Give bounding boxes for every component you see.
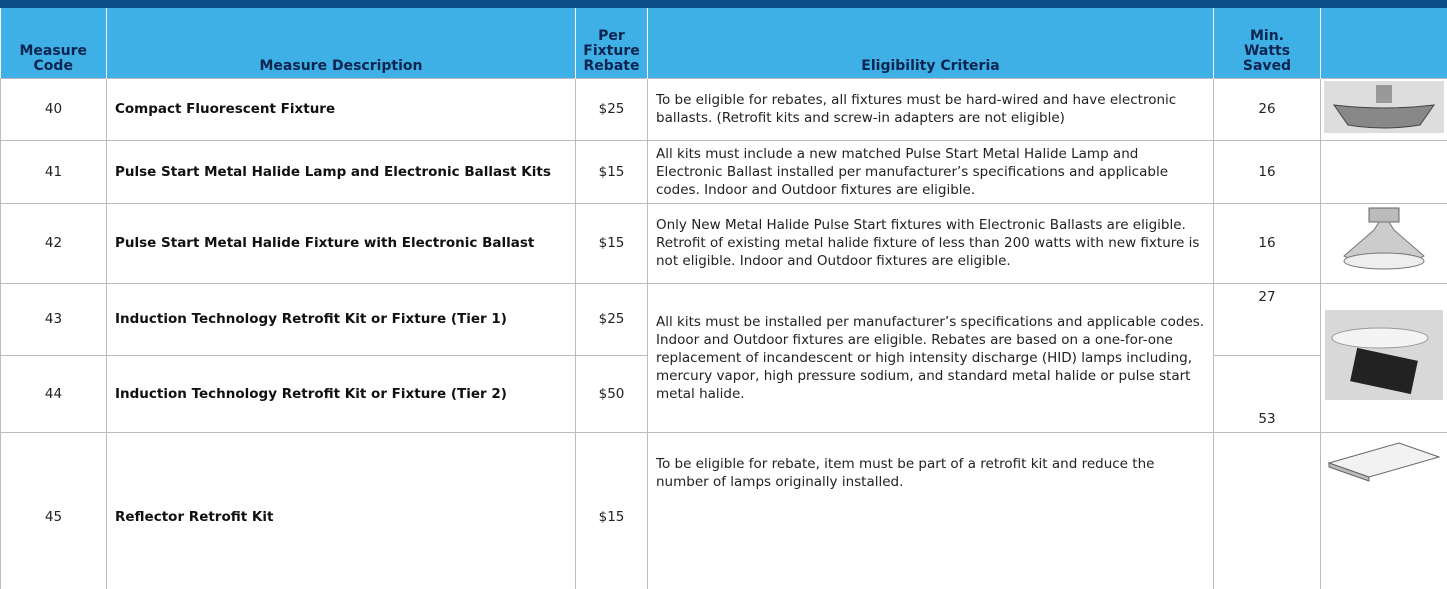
header-cell: Per Fixture Rebate (575, 8, 648, 78)
image-cell (1320, 77, 1447, 141)
min-watts-saved: 53 (1213, 354, 1321, 433)
rebate: $50 (575, 354, 648, 433)
min-watts-saved (1213, 431, 1321, 589)
rebate: $25 (575, 77, 648, 141)
table-row: 44 Induction Technology Retrofit Kit or F… (0, 354, 1447, 433)
measure-code: 44 (0, 354, 107, 433)
rebate: $15 (575, 139, 648, 204)
eligibility-criteria: To be eligible for rebate, item must be … (647, 431, 1214, 589)
table-row: 43 Induction Technology Retrofit Kit or F… (0, 282, 1447, 433)
rebate: $15 (575, 431, 648, 589)
table-row: 42 Pulse Start Metal Halide Fixture with … (0, 202, 1447, 284)
measure-description: Compact Fluorescent Fixture (106, 77, 576, 141)
measure-description: Induction Technology Retrofit Kit or Fix… (106, 354, 576, 433)
fixture-icon (1327, 441, 1441, 482)
header-cell: Measure Description (106, 8, 576, 78)
rebate: $15 (575, 202, 648, 284)
measure-code: 45 (0, 431, 107, 589)
header-cell: Measure Code (0, 8, 107, 78)
header-cell: Eligibility Criteria (647, 8, 1214, 78)
measure-code: 41 (0, 139, 107, 204)
min-watts-saved: 16 (1213, 139, 1321, 204)
measure-description: Pulse Start Metal Halide Lamp and Electr… (106, 139, 576, 204)
fixture-icon (1324, 80, 1444, 133)
rebate-table: Measure Code Measure Description Per Fix… (0, 8, 1447, 589)
min-watts-saved: 27 (1213, 282, 1321, 356)
header-text: Per Fixture Rebate (583, 27, 640, 74)
measure-code: 42 (0, 202, 107, 284)
min-watts-saved: 16 (1213, 202, 1321, 284)
rebate: $25 (575, 282, 648, 356)
eligibility-criteria: All kits must include a new matched Puls… (647, 139, 1214, 204)
image-cell (1320, 282, 1447, 433)
eligibility-criteria: To be eligible for rebates, all fixtures… (647, 77, 1214, 141)
header-text: Min. Watts Saved (1242, 27, 1292, 74)
fixture-icon (1325, 310, 1443, 400)
eligibility-criteria: All kits must be installed per manufactu… (647, 282, 1214, 433)
table-body: 40 Compact Fluorescent Fixture $25 To be el… (0, 77, 1447, 589)
header-text: Measure Code (19, 42, 88, 74)
measure-code: 40 (0, 77, 107, 141)
min-watts-saved: 26 (1213, 77, 1321, 141)
measure-description: Pulse Start Metal Halide Fixture with El… (106, 202, 576, 284)
measure-description: Reflector Retrofit Kit (106, 431, 576, 589)
header-text: Measure Description (259, 57, 423, 74)
image-cell (1320, 431, 1447, 589)
table-row: 41 Pulse Start Metal Halide Lamp and Elec… (0, 139, 1447, 204)
measure-description: Induction Technology Retrofit Kit or Fix… (106, 282, 576, 356)
eligibility-criteria: Only New Metal Halide Pulse Start fixtur… (647, 202, 1214, 284)
measure-code: 43 (0, 282, 107, 356)
image-cell (1320, 139, 1447, 204)
header-text: Eligibility Criteria (861, 57, 1000, 74)
header-cell: Min. Watts Saved (1213, 8, 1321, 78)
title-bar (0, 0, 1447, 8)
image-cell (1320, 202, 1447, 284)
table-row: 40 Compact Fluorescent Fixture $25 To be el… (0, 77, 1447, 141)
fixture-icon (1343, 207, 1425, 269)
table-row: 45 Reflector Retrofit Kit $15 To be eligibl… (0, 431, 1447, 589)
header-row: Measure Code Measure Description Per Fix… (0, 8, 1447, 78)
header-cell (1320, 8, 1447, 78)
